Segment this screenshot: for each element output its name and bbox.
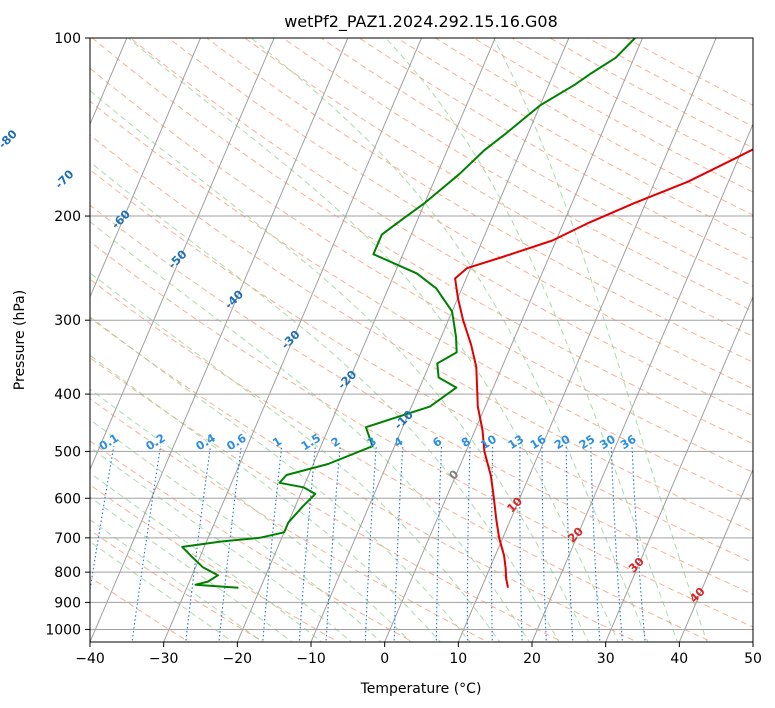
- grid-layer: [90, 38, 753, 642]
- isotherm-gridline: [310, 38, 570, 642]
- temperature-profile-line: [454, 148, 753, 588]
- x-tick-label: 0: [380, 651, 389, 667]
- moist-adiabat: [127, 38, 619, 642]
- isotherm-gridline: [90, 38, 349, 642]
- moist-adiabat: [90, 161, 560, 642]
- mixing-ratio-line: [262, 446, 283, 642]
- x-tick-label: −30: [149, 651, 179, 667]
- y-tick-label: 300: [54, 313, 81, 329]
- y-tick-label: 900: [54, 595, 81, 611]
- mixing-ratio-line: [610, 446, 623, 642]
- mixing-ratio-line: [435, 446, 443, 642]
- y-tick-label: 800: [54, 565, 81, 581]
- y-tick-label: 1000: [45, 623, 81, 639]
- x-tick-label: 30: [597, 651, 615, 667]
- x-axis-label: Temperature (°C): [360, 681, 482, 697]
- x-tick-label: 50: [744, 651, 762, 667]
- y-tick-label: 500: [54, 444, 81, 460]
- mixing-ratio-line: [131, 446, 162, 642]
- dry-adiabat: [90, 241, 753, 628]
- x-tick-label: 10: [449, 651, 467, 667]
- dry-adiabat: [396, 38, 753, 239]
- x-tick-label: −40: [75, 651, 105, 667]
- mixing-ratio-line: [565, 446, 574, 642]
- mixing-ratio-line: [490, 446, 494, 642]
- dry-adiabat: [472, 38, 753, 193]
- mixing-ratio-line: [590, 446, 601, 642]
- mixing-ratio-line: [519, 446, 523, 642]
- y-tick-label: 200: [54, 209, 81, 225]
- mixing-ratio-line: [466, 446, 471, 642]
- dry-adiabat: [90, 398, 489, 642]
- y-tick-label: 100: [54, 31, 81, 47]
- moist-adiabat: [90, 472, 323, 642]
- dry-adiabat: [90, 317, 639, 642]
- x-tick-label: −10: [296, 651, 326, 667]
- dry-adiabat: [282, 38, 753, 312]
- isotherm-gridline: [90, 38, 201, 299]
- mixing-ratio-line: [185, 446, 211, 642]
- dry-adiabat: [90, 440, 415, 642]
- dry-adiabat: [167, 38, 753, 390]
- moist-adiabat: [90, 354, 442, 642]
- dry-adiabat: [90, 204, 753, 595]
- isotherm-gridline: [605, 295, 753, 642]
- dry-adiabat: [205, 38, 753, 363]
- dry-adiabat: [90, 278, 713, 642]
- mixing-ratio-line: [325, 446, 341, 642]
- dry-adiabat: [320, 38, 753, 287]
- y-tick-label: 400: [54, 387, 81, 403]
- dry-adiabat: [358, 38, 753, 263]
- axis-layer: −40 −30 −20 −10 0 10 20 30 40 50 100 200 300 400 500 60…: [45, 31, 762, 667]
- isotherm-gridline: [236, 38, 496, 642]
- y-tick-label: 700: [54, 531, 81, 547]
- mixing-ratio-line: [631, 446, 646, 642]
- mixing-ratio-line: [541, 446, 547, 642]
- y-axis-label: Pressure (hPa): [12, 290, 28, 390]
- dry-adiabat: [244, 38, 753, 337]
- mixing-ratio-line: [393, 446, 404, 642]
- mixing-ratio-line: [218, 446, 242, 642]
- data-layer: [181, 38, 753, 589]
- isotherm-gridline: [531, 123, 753, 642]
- x-tick-label: 20: [523, 651, 541, 667]
- isotherm-gridline: [90, 38, 275, 471]
- mixing-ratio-line: [90, 446, 115, 594]
- mixing-ratio-line: [364, 446, 377, 642]
- chart-title: wetPf2_PAZ1.2024.292.15.16.G08: [284, 12, 558, 32]
- dewpoint-profile-line: [181, 38, 636, 589]
- plot-frame: [89, 37, 754, 643]
- isotherm-gridline: [163, 38, 422, 642]
- isotherm-gridline: [457, 38, 717, 642]
- dry-adiabat: [90, 529, 265, 642]
- x-tick-label: 40: [670, 651, 688, 667]
- y-tick-label: 600: [54, 491, 81, 507]
- dry-adiabat: [90, 169, 753, 564]
- dry-adiabat: [434, 38, 753, 216]
- isotherm-gridline: [678, 468, 753, 642]
- isotherm-gridline: [384, 38, 643, 642]
- x-tick-label: −20: [223, 651, 253, 667]
